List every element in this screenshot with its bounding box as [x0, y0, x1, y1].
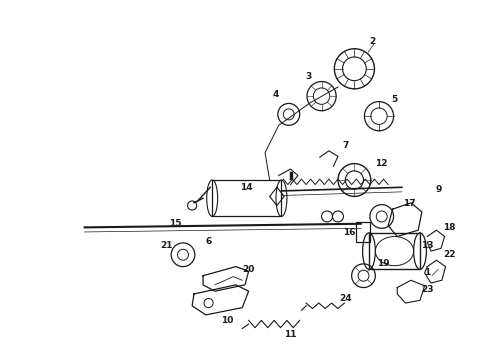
Text: 12: 12	[375, 159, 388, 168]
Text: 4: 4	[273, 90, 279, 99]
Text: 14: 14	[241, 183, 253, 192]
Text: 1: 1	[424, 269, 430, 278]
Bar	[369, 233, 420, 269]
Text: 9: 9	[435, 185, 441, 194]
Text: 16: 16	[343, 228, 355, 237]
Text: 20: 20	[243, 265, 255, 274]
Text: 13: 13	[421, 241, 434, 250]
Bar	[356, 222, 370, 242]
Text: 3: 3	[306, 72, 312, 81]
Text: 7: 7	[342, 141, 348, 150]
Text: 5: 5	[392, 95, 397, 104]
Text: 17: 17	[403, 199, 416, 208]
Text: 2: 2	[369, 37, 376, 46]
Text: 24: 24	[339, 294, 352, 303]
Text: 10: 10	[220, 316, 233, 325]
Bar	[212, 180, 281, 216]
Text: 21: 21	[160, 241, 173, 250]
Text: 22: 22	[443, 250, 455, 259]
Text: 15: 15	[170, 219, 182, 228]
Text: 6: 6	[205, 238, 212, 247]
Text: 18: 18	[443, 223, 455, 232]
Text: 11: 11	[284, 330, 297, 339]
Text: 23: 23	[421, 285, 434, 294]
Text: 19: 19	[377, 259, 390, 268]
